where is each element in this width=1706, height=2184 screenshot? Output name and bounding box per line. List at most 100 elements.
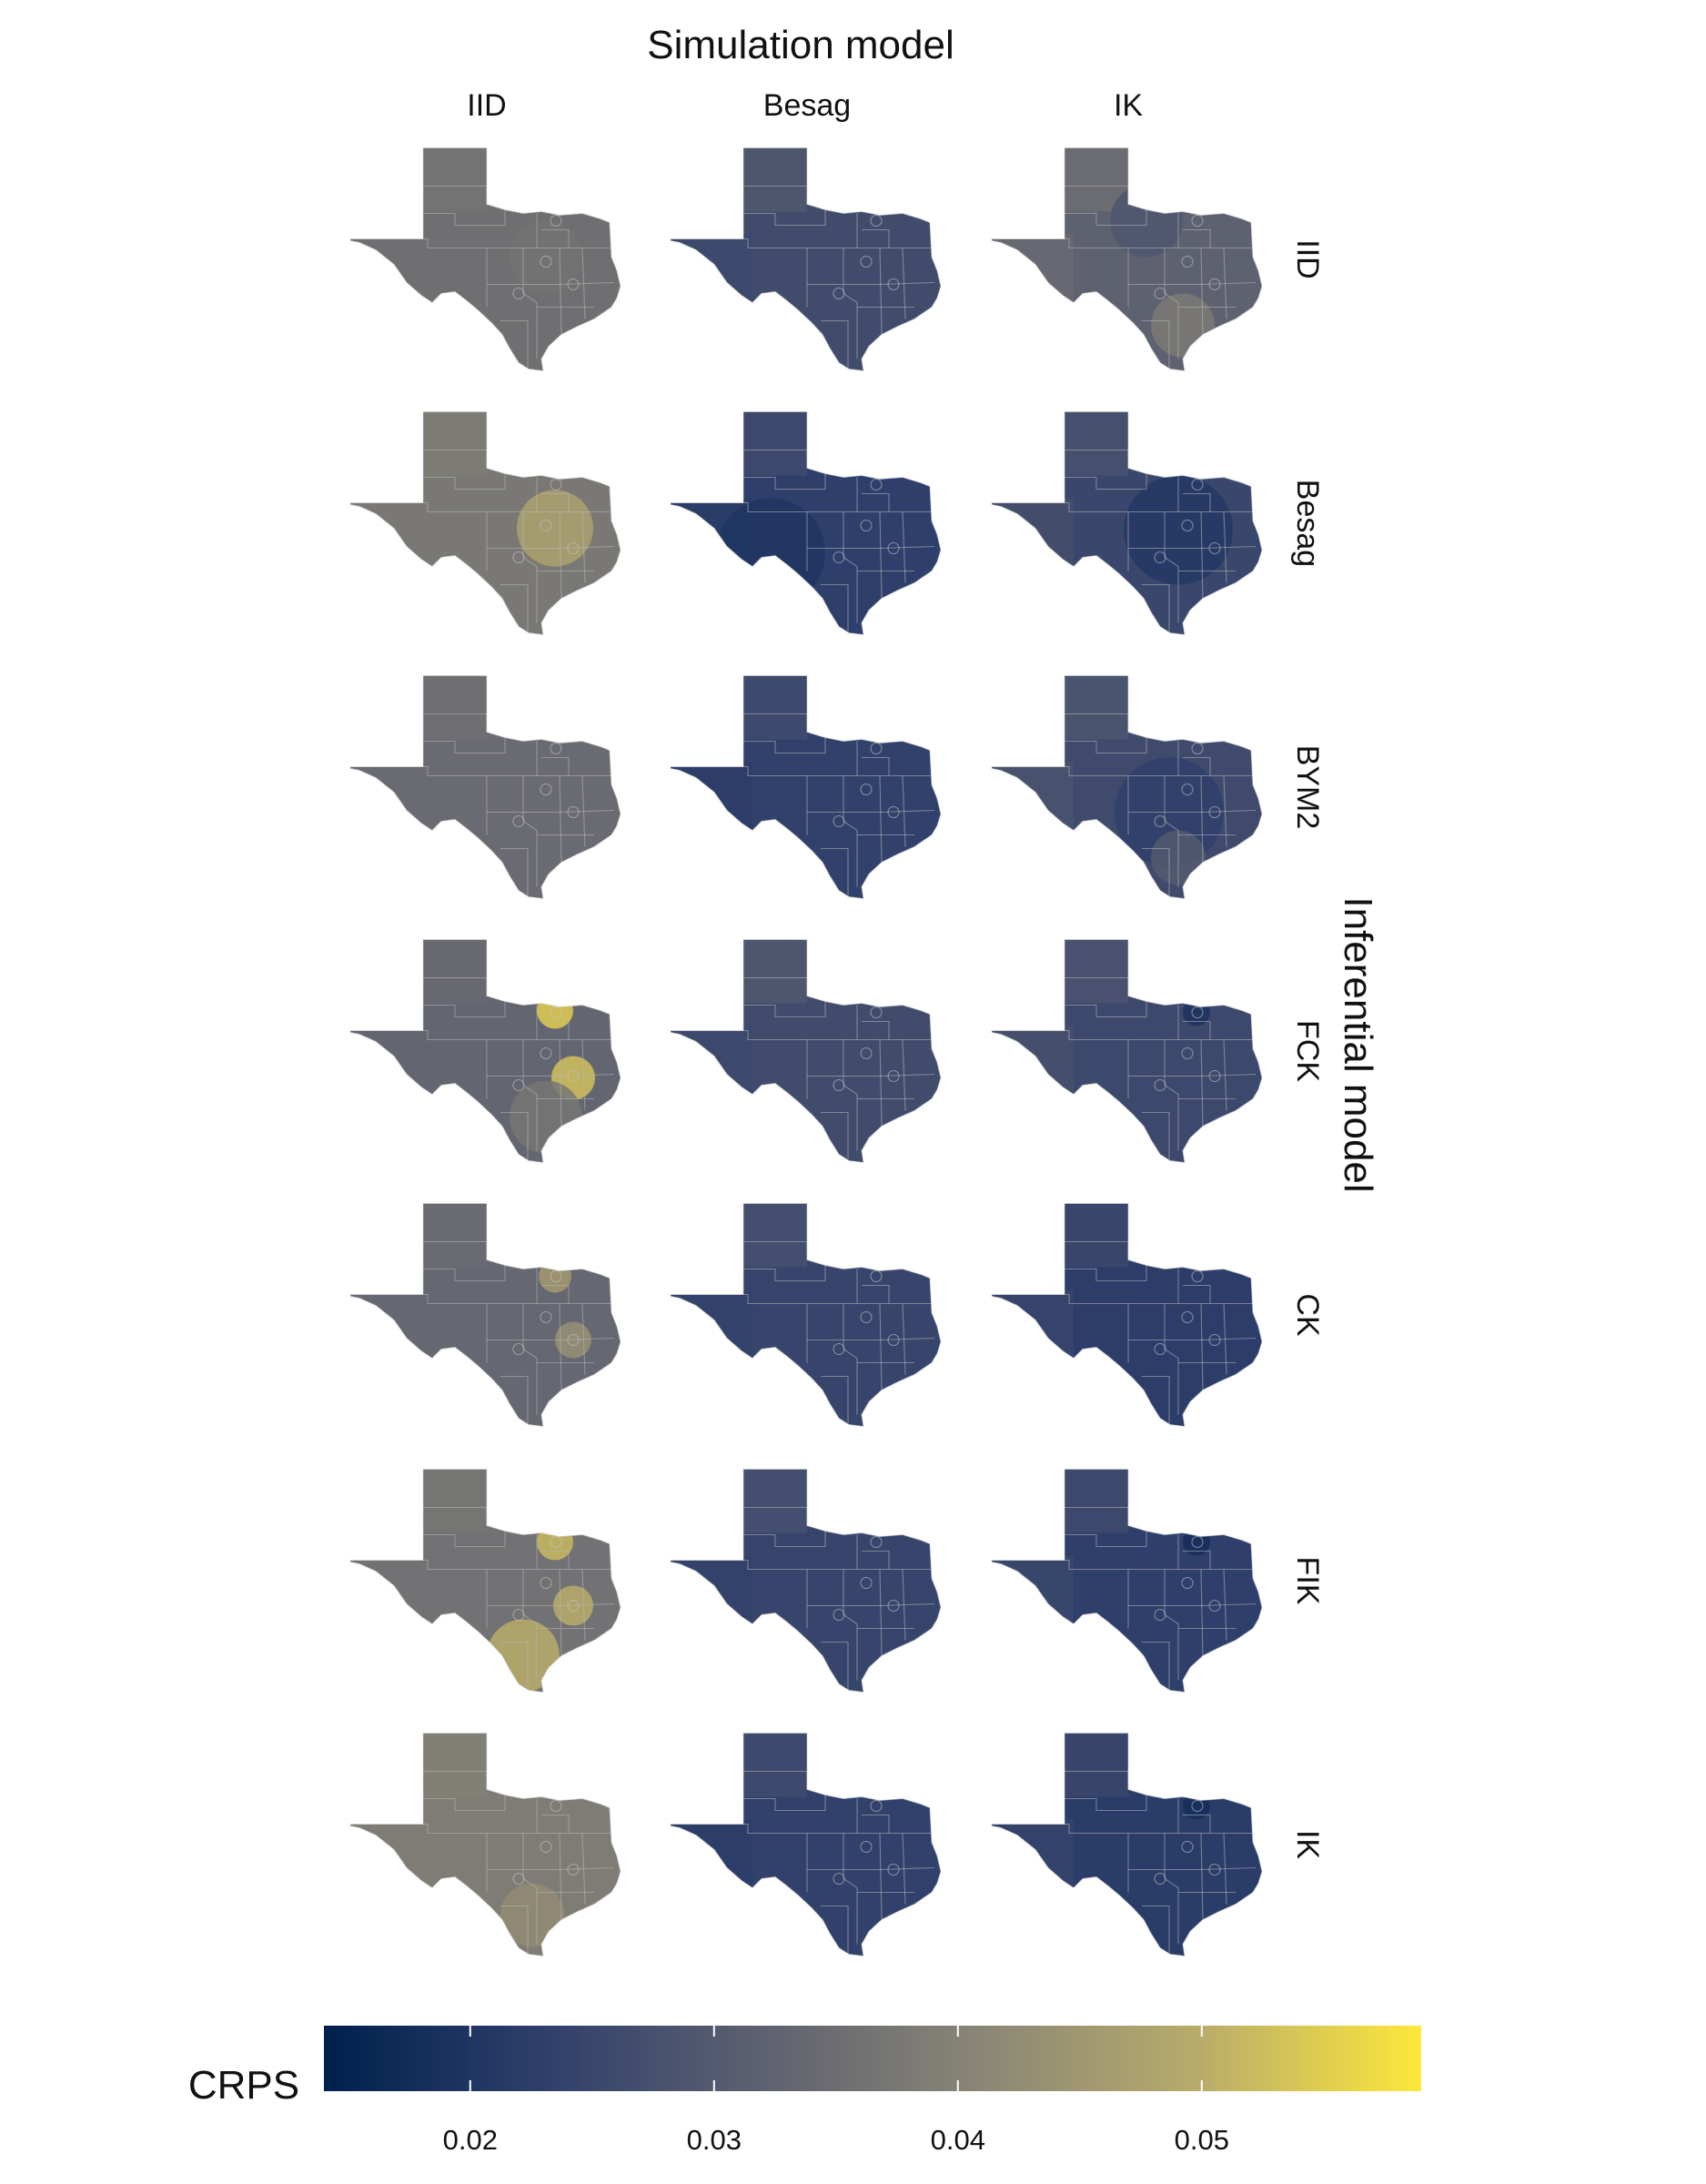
map-panel [349,1733,621,1957]
column-strip-label: IID [467,88,506,123]
region-border [1164,248,1179,359]
column-strip-labels: IID Besag IK [467,88,1143,123]
region-border [843,1569,858,1681]
county-outline [550,215,562,227]
region-fill [671,1026,752,1099]
state-fill [350,147,621,371]
region-fill [539,1259,571,1293]
county-outline [1191,479,1204,490]
region-border [559,511,562,599]
row-strip-labels: IID Besag BYM2 FCK CK FIK IK [1290,239,1325,1859]
county-outline [833,815,845,827]
map-panel [670,675,942,900]
county-outline [1191,1800,1204,1812]
state-outline [349,411,621,636]
county-outline [870,1006,883,1018]
region-border [1065,209,1147,227]
region-border [1065,737,1147,754]
state-outline [991,1469,1263,1694]
region-fill [671,1555,752,1629]
region-border [1200,1569,1204,1656]
region-fill [743,1203,807,1268]
region-border [1200,1303,1204,1390]
state-outline [670,939,942,1164]
row-strip-label: FIK [1290,1557,1325,1605]
map-panel [991,1733,1263,1957]
row-strip-label: FCK [1290,1020,1325,1082]
county-outline [550,743,562,754]
row-strip-label: CK [1290,1293,1325,1337]
map-panel [670,1733,942,1957]
region-border [1142,1111,1170,1161]
region-border [1200,511,1204,599]
county-outline [540,1047,552,1059]
region-border [559,248,562,335]
county-outline [550,1270,562,1282]
region-border [559,545,615,550]
region-border [1200,1833,1204,1920]
region-border [1164,1833,1179,1945]
map-panel [991,1203,1263,1428]
region-fill [992,498,1074,571]
county-outline [833,551,845,563]
region-border [1142,1375,1170,1425]
county-outline [1208,1070,1221,1082]
map-panel [991,147,1263,372]
county-outline [860,256,873,268]
state-outline [349,1203,621,1428]
region-fill [350,1026,432,1099]
county-outline [887,806,900,818]
county-outline [1154,288,1166,299]
region-border [500,583,529,633]
region-border [862,1284,890,1304]
region-border [559,281,615,286]
state-outline [670,1203,942,1428]
region-fill [743,939,807,1004]
region-border [862,756,890,776]
region-border [1200,775,1204,863]
county-outline [1208,278,1221,290]
county-outline [860,1841,873,1853]
county-outline [860,1047,873,1059]
region-border [423,209,506,227]
county-outline [887,1600,900,1612]
state-outline [670,147,942,372]
region-fill [743,147,807,212]
region-fill [992,1026,1074,1099]
region-border [522,775,538,887]
region-border [843,1303,858,1415]
state-fill [671,675,941,899]
map-panel [670,1469,942,1694]
region-border [1183,492,1211,512]
region-border [1183,1814,1211,1834]
region-border [500,1905,529,1955]
region-border [1200,1866,1257,1871]
column-strip-label: IK [1114,88,1143,123]
map-panels [349,147,1263,1957]
county-outline [833,288,845,299]
legend-title: CRPS [188,2063,299,2108]
region-border [423,1001,506,1018]
county-outline [567,1070,580,1082]
region-border [500,319,529,369]
region-fill [992,234,1074,308]
row-strip-label: BYM2 [1290,745,1325,830]
legend-tick-label: 0.03 [687,2124,742,2156]
region-fill [423,1733,487,1797]
state-fill [350,411,621,635]
region-border [1065,1795,1147,1812]
region-border [1183,1550,1211,1570]
county-outline [1181,256,1194,268]
legend-tick-label: 0.05 [1175,2124,1229,2156]
state-fill [992,1469,1262,1693]
y-facet-title: Inferential model [1336,896,1380,1192]
region-border [1183,1020,1211,1040]
state-outline [670,411,942,636]
region-border [743,209,826,227]
region-border [843,511,858,623]
region-border [821,319,849,369]
region-fill [992,1289,1074,1363]
region-border [1164,1303,1179,1415]
legend-tick-label: 0.04 [931,2124,985,2156]
region-border [743,1001,826,1018]
